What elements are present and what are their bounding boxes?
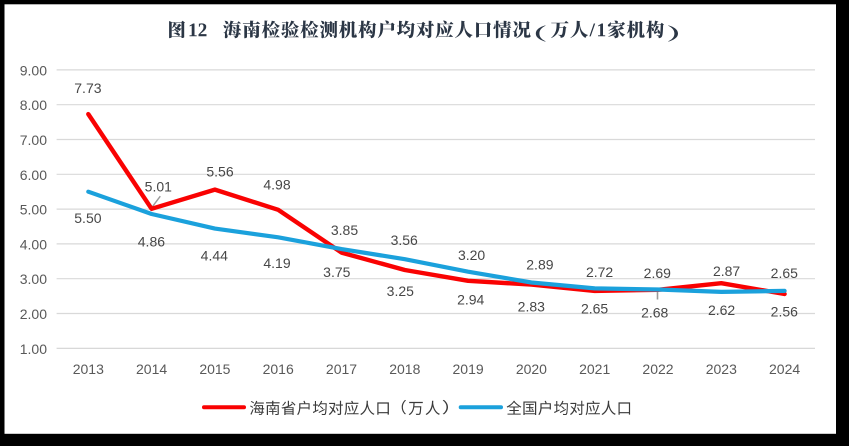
svg-text:5.50: 5.50 xyxy=(74,210,101,226)
svg-text:2013: 2013 xyxy=(73,361,104,377)
svg-text:3.75: 3.75 xyxy=(323,264,350,280)
svg-text:3.20: 3.20 xyxy=(458,247,485,263)
svg-text:2.65: 2.65 xyxy=(771,265,798,281)
svg-text:2.94: 2.94 xyxy=(457,291,484,307)
svg-text:2014: 2014 xyxy=(136,361,167,377)
svg-text:2018: 2018 xyxy=(389,361,420,377)
svg-text:6.00: 6.00 xyxy=(20,167,47,183)
svg-text:3.25: 3.25 xyxy=(387,283,414,299)
svg-text:2.62: 2.62 xyxy=(708,302,735,318)
svg-text:4.98: 4.98 xyxy=(263,176,290,192)
svg-text:4.86: 4.86 xyxy=(138,233,165,249)
svg-text:4.44: 4.44 xyxy=(201,248,228,264)
svg-text:2024: 2024 xyxy=(769,361,800,377)
svg-text:2.83: 2.83 xyxy=(518,298,545,314)
svg-text:2021: 2021 xyxy=(579,361,610,377)
svg-text:7.73: 7.73 xyxy=(74,80,101,96)
svg-text:2.56: 2.56 xyxy=(771,304,798,320)
svg-text:2023: 2023 xyxy=(706,361,737,377)
svg-text:8.00: 8.00 xyxy=(20,97,47,113)
svg-text:5.00: 5.00 xyxy=(20,202,47,218)
svg-text:5.01: 5.01 xyxy=(145,179,172,195)
svg-text:3.85: 3.85 xyxy=(331,222,358,238)
svg-text:4.00: 4.00 xyxy=(20,236,47,252)
svg-text:2016: 2016 xyxy=(263,361,294,377)
svg-text:2.89: 2.89 xyxy=(526,256,553,272)
svg-text:5.56: 5.56 xyxy=(206,164,233,180)
svg-text:2020: 2020 xyxy=(516,361,547,377)
svg-text:2017: 2017 xyxy=(326,361,357,377)
svg-text:1.00: 1.00 xyxy=(20,341,47,357)
svg-text:2.65: 2.65 xyxy=(581,300,608,316)
svg-text:2.00: 2.00 xyxy=(20,306,47,322)
svg-text:2.68: 2.68 xyxy=(641,305,668,321)
svg-text:2.72: 2.72 xyxy=(586,264,613,280)
svg-text:2.69: 2.69 xyxy=(644,265,671,281)
svg-text:7.00: 7.00 xyxy=(20,132,47,148)
svg-text:3.56: 3.56 xyxy=(391,232,418,248)
svg-text:9.00: 9.00 xyxy=(20,62,47,78)
svg-text:2019: 2019 xyxy=(453,361,484,377)
svg-text:4.19: 4.19 xyxy=(263,255,290,271)
svg-text:2015: 2015 xyxy=(199,361,230,377)
svg-text:2.87: 2.87 xyxy=(713,263,740,279)
svg-text:3.00: 3.00 xyxy=(20,271,47,287)
svg-text:2022: 2022 xyxy=(642,361,673,377)
